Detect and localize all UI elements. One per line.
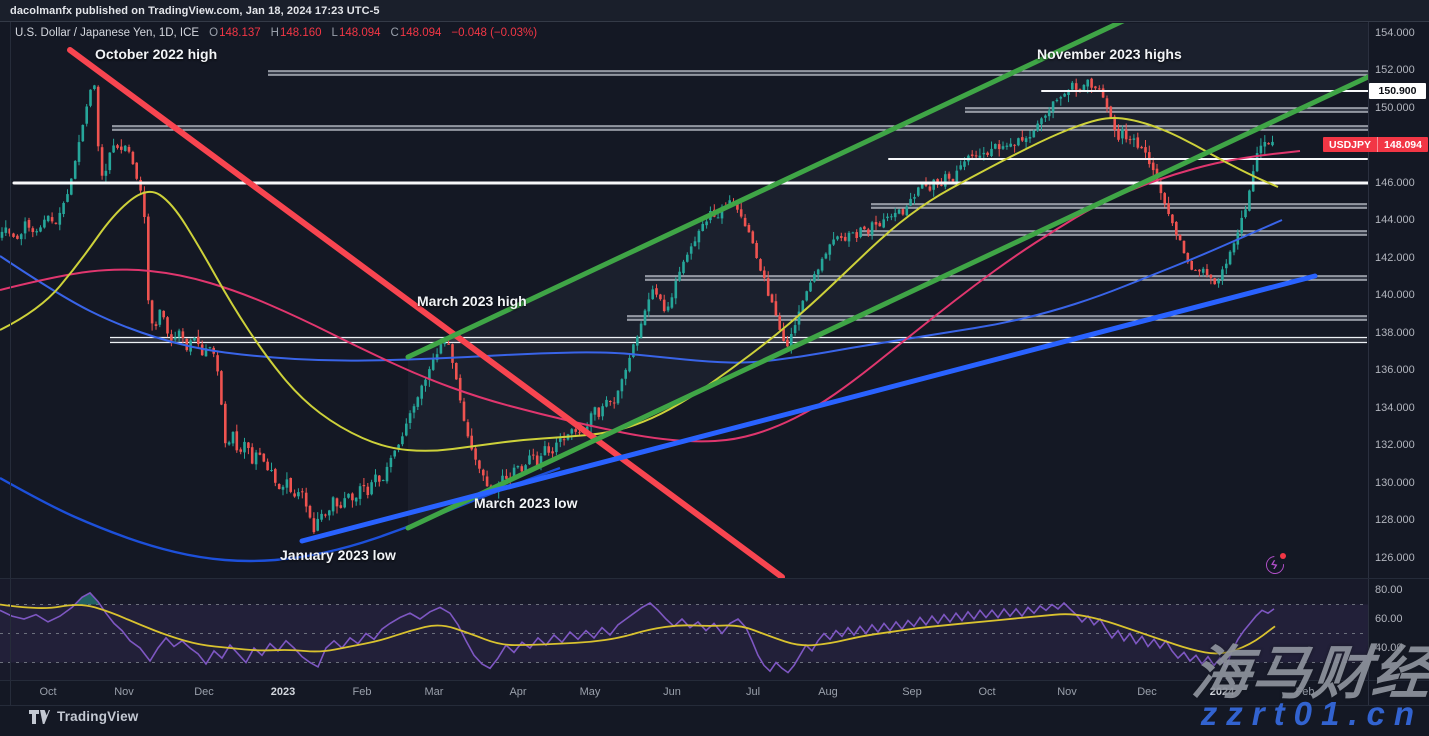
rising-channel-upper	[405, 23, 1125, 360]
trendlines	[67, 23, 1368, 578]
ma-blue	[0, 219, 1283, 364]
time-tick: Jun	[663, 686, 681, 698]
price-tick: 152.000	[1375, 64, 1415, 76]
time-tick: Nov	[114, 686, 134, 698]
attribution-bar: dacolmanfx published on TradingView.com,…	[0, 0, 1429, 22]
notification-dot	[1280, 553, 1286, 559]
price-tick: 140.000	[1375, 289, 1415, 301]
pane-left-border	[10, 22, 11, 705]
tradingview-logo[interactable]: TradingView	[29, 709, 138, 724]
time-tick: Sep	[902, 686, 922, 698]
last-price-symbol: USDJPY	[1329, 138, 1372, 151]
time-tick: Mar	[424, 686, 444, 698]
rsi-tick: 60.00	[1375, 613, 1403, 625]
time-tick: 2024	[1209, 686, 1235, 698]
time-tick: Apr	[509, 686, 527, 698]
annotation-october-2022-high[interactable]: October 2022 high	[95, 46, 218, 62]
time-tick: Oct	[978, 686, 996, 698]
rsi-tick: 80.00	[1375, 584, 1403, 596]
ohlc-open: O148.137	[209, 27, 261, 39]
price-tick: 138.000	[1375, 327, 1415, 339]
time-tick: Dec	[1137, 686, 1157, 698]
time-tick: Jul	[745, 686, 761, 698]
ohlc-high: H148.160	[270, 27, 322, 39]
price-tick: 128.000	[1375, 514, 1415, 526]
level-price-label[interactable]: 150.900	[1369, 83, 1426, 99]
time-axis-separator	[0, 680, 1429, 681]
time-tick: Oct	[39, 686, 57, 698]
annotation-march-2023-low[interactable]: March 2023 low	[474, 495, 578, 511]
rising-channel-lower	[405, 74, 1368, 531]
symbol-title: U.S. Dollar / Japanese Yen, 1D, ICE	[15, 27, 200, 39]
tradingview-mark-icon	[29, 709, 50, 724]
rsi-ma-line	[0, 603, 1276, 655]
ma-yellow	[0, 117, 1279, 452]
rsi-tick: 40.00	[1375, 642, 1403, 654]
last-price-label[interactable]: USDJPY 148.094	[1323, 137, 1428, 152]
last-price-value: 148.094	[1377, 137, 1428, 152]
october-2022-downtrend-line	[67, 47, 785, 578]
price-tick: 130.000	[1375, 477, 1415, 489]
support-resistance-zones	[110, 70, 1368, 344]
time-tick: 2023	[270, 686, 296, 698]
attribution-text: dacolmanfx published on TradingView.com,…	[10, 4, 380, 17]
price-tick: 146.000	[1375, 177, 1415, 189]
price-tick: 132.000	[1375, 439, 1415, 451]
time-tick: Dec	[194, 686, 214, 698]
time-tick: May	[579, 686, 601, 698]
time-tick: Aug	[818, 686, 838, 698]
chart-bottom-border	[0, 705, 1429, 706]
annotation-november-2023-highs[interactable]: November 2023 highs	[1037, 46, 1182, 62]
watermark-url: zzrt01.cn	[1200, 695, 1423, 732]
price-tick: 142.000	[1375, 252, 1415, 264]
price-tick: 126.000	[1375, 552, 1415, 564]
annotation-january-2023-low[interactable]: January 2023 low	[280, 547, 396, 563]
ohlc-close: C148.094	[390, 27, 442, 39]
price-tick: 136.000	[1375, 364, 1415, 376]
time-tick: Feb	[352, 686, 372, 698]
time-tick: Feb	[1295, 686, 1315, 698]
flash-refresh-icon[interactable]: ϟ	[1262, 552, 1288, 578]
january-2023-uptrend-line	[299, 273, 1318, 544]
rsi-panel	[0, 578, 1368, 680]
price-tick: 154.000	[1375, 27, 1415, 39]
symbol-legend[interactable]: U.S. Dollar / Japanese Yen, 1D, ICE O148…	[15, 27, 537, 39]
price-tick: 134.000	[1375, 402, 1415, 414]
time-tick: Nov	[1057, 686, 1077, 698]
price-axis-border	[1368, 22, 1369, 705]
price-tick: 144.000	[1375, 214, 1415, 226]
rsi-pane-separator[interactable]	[0, 578, 1429, 579]
ohlc-low: L148.094	[331, 27, 381, 39]
annotation-march-2023-high[interactable]: March 2023 high	[417, 293, 527, 309]
price-tick: 150.000	[1375, 102, 1415, 114]
change-text: −0.048 (−0.03%)	[451, 27, 538, 39]
tradingview-logo-text: TradingView	[57, 709, 139, 724]
